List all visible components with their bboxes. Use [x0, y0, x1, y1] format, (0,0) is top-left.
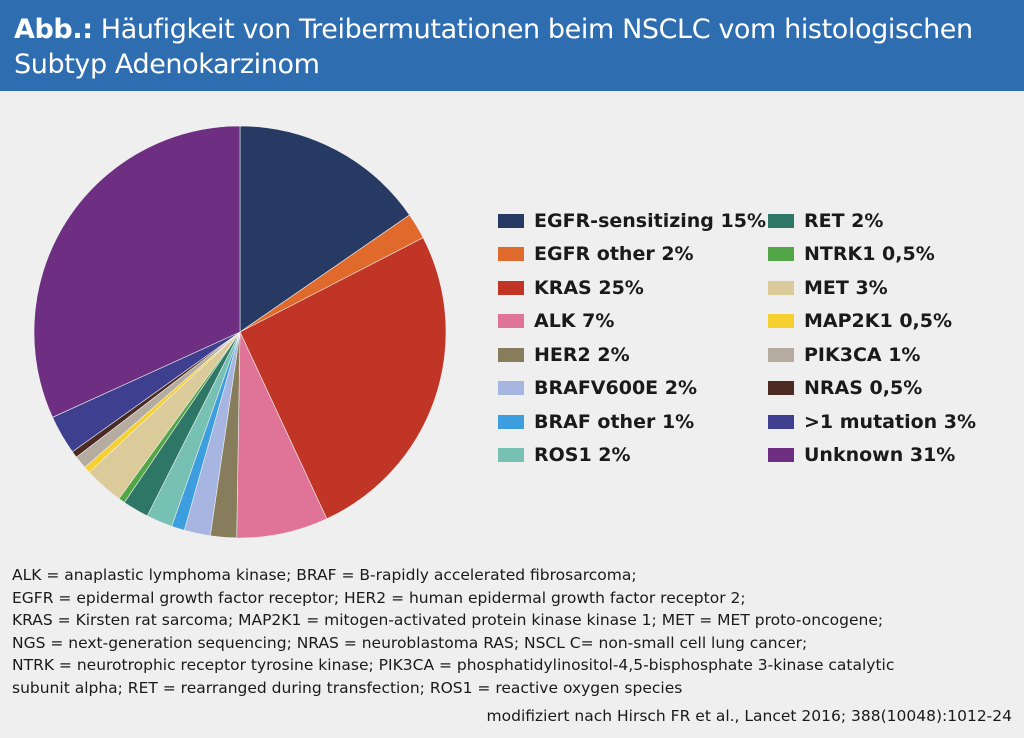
legend-swatch: [498, 314, 524, 329]
legend-label: PIK3CA 1%: [804, 343, 921, 366]
legend-swatch: [498, 448, 524, 463]
footnote: ALK = anaplastic lymphoma kinase; BRAF =…: [12, 564, 1012, 699]
pie-chart: [33, 125, 447, 539]
legend-item-egfr-other: EGFR other 2%: [498, 238, 766, 272]
source-citation: modifiziert nach Hirsch FR et al., Lance…: [486, 707, 1012, 725]
legend-item-her2: HER2 2%: [498, 338, 766, 372]
legend-label: MAP2K1 0,5%: [804, 310, 953, 333]
legend-item-1-mutation: >1 mutation 3%: [768, 405, 976, 439]
legend-label: Unknown 31%: [804, 444, 956, 467]
legend-label: RET 2%: [804, 209, 884, 232]
legend-label: ROS1 2%: [534, 444, 631, 467]
legend-swatch: [768, 314, 794, 329]
legend-label: ALK 7%: [534, 310, 615, 333]
legend-swatch: [498, 247, 524, 262]
legend-label: NRAS 0,5%: [804, 377, 923, 400]
legend-swatch: [498, 280, 524, 295]
legend-item-ntrk1: NTRK1 0,5%: [768, 238, 976, 272]
title-prefix: Abb.:: [14, 14, 93, 45]
title-line-1: Abb.: Häufigkeit von Treibermutationen b…: [14, 12, 1008, 47]
legend-item-kras: KRAS 25%: [498, 271, 766, 305]
legend-column-right: RET 2% NTRK1 0,5% MET 3% MAP2K1 0,5% PIK3CA …: [768, 204, 976, 472]
legend-item-unknown: Unknown 31%: [768, 439, 976, 473]
legend-swatch: [768, 347, 794, 362]
legend-label: BRAFV600E 2%: [534, 377, 698, 400]
legend-item-met: MET 3%: [768, 271, 976, 305]
legend-swatch: [498, 381, 524, 396]
legend-label: MET 3%: [804, 276, 888, 299]
legend-swatch: [768, 213, 794, 228]
legend-label: NTRK1 0,5%: [804, 243, 935, 266]
footnote-line: subunit alpha; RET = rearranged during t…: [12, 678, 683, 697]
legend-swatch: [498, 347, 524, 362]
legend-swatch: [498, 213, 524, 228]
legend-label: >1 mutation 3%: [804, 410, 977, 433]
legend-item-pik3ca: PIK3CA 1%: [768, 338, 976, 372]
legend-swatch: [768, 414, 794, 429]
pie-slice-kras: [239, 237, 447, 520]
footnote-line: EGFR = epidermal growth factor receptor;…: [12, 588, 746, 607]
footnote-line: NGS = next-generation sequencing; NRAS =…: [12, 633, 808, 652]
legend-label: EGFR other 2%: [534, 243, 694, 266]
footnote-line: KRAS = Kirsten rat sarcoma; MAP2K1 = mit…: [12, 611, 884, 629]
footnote-line: NTRK = neurotrophic receptor tyrosine ki…: [12, 656, 895, 674]
legend-swatch: [768, 381, 794, 396]
legend-item-map2k1: MAP2K1 0,5%: [768, 305, 976, 339]
legend-item-ret: RET 2%: [768, 204, 976, 238]
pie-slice-egfr-sensitizing: [239, 125, 410, 333]
legend-swatch: [768, 448, 794, 463]
title-text: Häufigkeit von Treibermutationen beim NS…: [92, 14, 973, 45]
legend-label: BRAF other 1%: [534, 410, 695, 433]
figure-header: Abb.: Häufigkeit von Treibermutationen b…: [0, 0, 1024, 91]
legend-column-left: EGFR-sensitizing 15% EGFR other 2% KRAS 25…: [498, 204, 766, 472]
legend-item-ros1: ROS1 2%: [498, 439, 766, 473]
footnote-line: ALK = anaplastic lymphoma kinase; BRAF =…: [12, 566, 637, 584]
legend-item-alk: ALK 7%: [498, 305, 766, 339]
legend-item-brafv600e: BRAFV600E 2%: [498, 372, 766, 406]
legend-label: EGFR-sensitizing 15%: [534, 209, 766, 232]
legend-label: HER2 2%: [534, 343, 630, 366]
legend-item-egfr-sensitizing: EGFR-sensitizing 15%: [498, 204, 766, 238]
legend-item-nras: NRAS 0,5%: [768, 372, 976, 406]
legend-swatch: [498, 414, 524, 429]
legend-item-braf-other: BRAF other 1%: [498, 405, 766, 439]
title-line-2: Subtyp Adenokarzinom: [14, 49, 320, 80]
pie-slice-unknown: [33, 125, 241, 418]
legend-swatch: [768, 247, 794, 262]
legend-swatch: [768, 280, 794, 295]
legend-label: KRAS 25%: [534, 276, 644, 299]
